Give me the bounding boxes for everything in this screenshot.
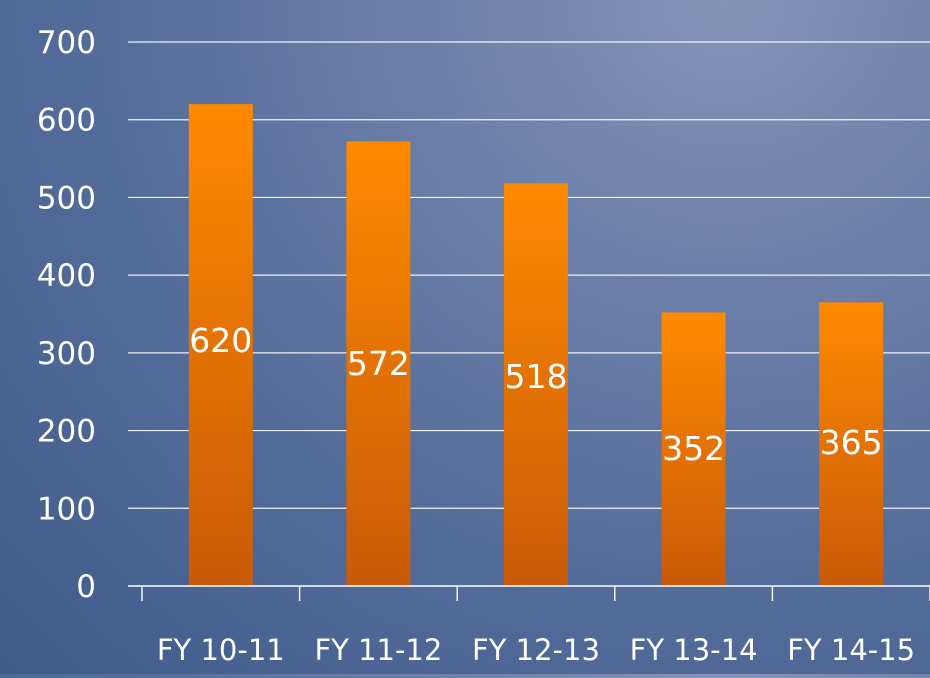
y-tick-label: 300 xyxy=(37,336,96,372)
y-tick-label: 500 xyxy=(37,180,96,216)
x-tick-label: FY 10-11 xyxy=(157,633,285,667)
x-axis xyxy=(128,585,930,601)
x-tick-label: FY 12-13 xyxy=(472,633,600,667)
data-label: 572 xyxy=(347,344,410,383)
bar xyxy=(504,183,568,586)
data-label: 365 xyxy=(820,423,883,462)
x-axis-tick-labels: FY 10-11 FY 11-12 FY 12-13 FY 13-14 FY 14-15 xyxy=(157,633,915,667)
y-tick-label: 400 xyxy=(37,258,96,294)
bar xyxy=(661,312,726,586)
data-label: 352 xyxy=(662,429,725,468)
bar xyxy=(819,302,884,586)
x-tick-label: FY 13-14 xyxy=(630,633,758,667)
y-tick-label: 0 xyxy=(76,569,96,605)
bar xyxy=(188,104,253,587)
x-tick-label: FY 11-12 xyxy=(314,633,442,667)
y-axis-tick-labels: 0 100 200 300 400 500 600 700 xyxy=(37,25,96,605)
data-labels: 620 572 518 352 365 xyxy=(189,321,882,468)
bar xyxy=(346,141,411,586)
y-tick-label: 100 xyxy=(37,491,96,527)
y-tick-label: 600 xyxy=(37,103,96,139)
y-tick-label: 700 xyxy=(37,25,96,61)
x-tick-label: FY 14-15 xyxy=(787,633,915,667)
y-tick-label: 200 xyxy=(37,414,96,450)
data-label: 620 xyxy=(189,321,252,360)
data-label: 518 xyxy=(505,357,568,396)
bars xyxy=(188,104,884,587)
